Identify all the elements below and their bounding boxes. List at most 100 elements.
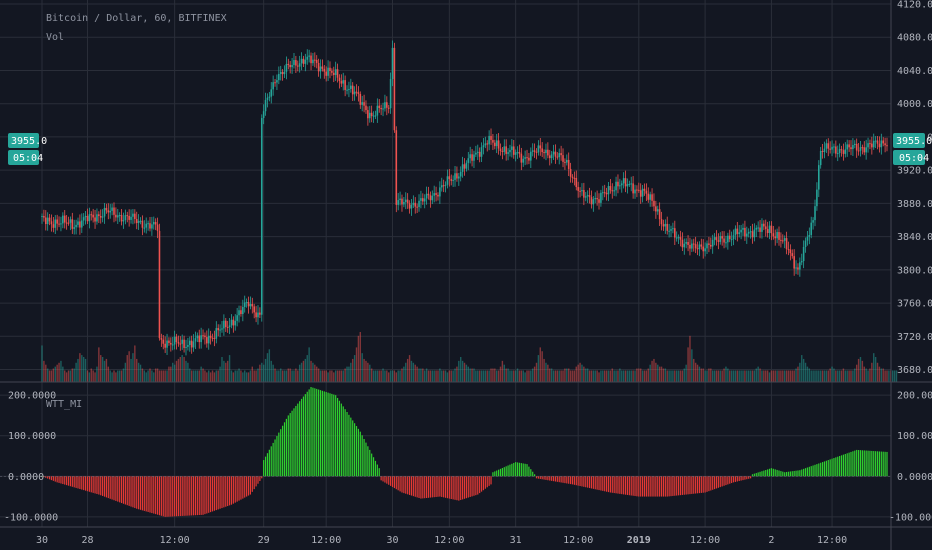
histogram-bar: [236, 476, 238, 502]
histogram-bar: [607, 476, 610, 493]
candle-body: [63, 215, 66, 223]
histogram-bar: [448, 476, 450, 499]
price-tick-label: 3920.0: [897, 166, 932, 177]
volume-bar: [208, 370, 210, 382]
histogram-bar: [683, 476, 685, 495]
histogram-bar: [433, 476, 435, 498]
wtt-mi-histogram[interactable]: [0, 387, 891, 517]
histogram-bar: [532, 471, 534, 477]
oscillator-axis[interactable]: 200.0000 200.0000 100.0000 100.0000 0.0000 0.…: [4, 391, 932, 524]
volume-bar: [363, 358, 365, 382]
volume-bar: [560, 370, 562, 382]
histogram-bar: [687, 476, 689, 495]
histogram-bar: [778, 470, 780, 477]
price-candles[interactable]: [41, 40, 888, 356]
candle-body: [414, 202, 417, 207]
candle-body: [742, 227, 744, 230]
candle-body: [295, 60, 297, 66]
candle-body: [56, 219, 58, 224]
volume-bar: [810, 370, 812, 382]
volume-bar: [336, 370, 339, 382]
candle-body: [90, 214, 93, 216]
candle-body: [886, 145, 888, 147]
histogram-bar: [496, 470, 498, 477]
candle-body: [662, 224, 665, 227]
candle-body: [607, 186, 610, 195]
candle-body: [539, 145, 542, 149]
candle-body: [105, 207, 108, 211]
volume-bar: [204, 370, 206, 382]
volume-bar: [338, 370, 341, 382]
histogram-bar: [767, 469, 769, 477]
candle-body: [88, 214, 91, 222]
histogram-bar: [386, 476, 388, 484]
histogram-bar: [480, 476, 483, 492]
histogram-bar: [473, 476, 475, 496]
volume-bar: [679, 370, 682, 382]
candle-body: [884, 143, 886, 146]
candle-body: [96, 214, 98, 222]
volume-bar: [780, 370, 782, 382]
histogram-bar: [882, 451, 884, 477]
volume-bar: [838, 370, 841, 382]
time-tick-label: 12:00: [563, 535, 593, 546]
volume-bar: [406, 358, 409, 382]
histogram-bar: [873, 451, 875, 477]
volume-bar: [242, 372, 244, 382]
volume-bar: [482, 370, 485, 382]
candle-body: [776, 232, 778, 239]
histogram-bar: [69, 476, 72, 487]
histogram-bar: [318, 389, 320, 477]
histogram-bar: [545, 476, 547, 480]
volume-bar: [641, 370, 644, 382]
volume-bar: [638, 368, 640, 382]
histogram-bar: [399, 476, 401, 492]
indicator-legend[interactable]: WTT_MI: [46, 399, 82, 410]
candle-body: [139, 220, 142, 222]
time-tick-label: 12:00: [690, 535, 720, 546]
histogram-bar: [342, 406, 344, 477]
histogram-bar: [785, 471, 788, 477]
candle-body: [780, 239, 782, 241]
volume-bar: [238, 368, 240, 382]
candle-body: [783, 238, 786, 241]
volume-bar: [740, 370, 742, 382]
chart-title[interactable]: Bitcoin / Dollar, 60, BITFINEX: [46, 13, 227, 24]
volume-bar: [829, 368, 831, 382]
candle-body: [639, 190, 642, 197]
candle-body: [204, 335, 206, 338]
histogram-bar: [816, 464, 818, 477]
histogram-bar: [75, 476, 77, 488]
volume-bar: [799, 362, 801, 382]
volume-legend[interactable]: Vol: [46, 32, 64, 43]
volume-bar: [223, 360, 225, 382]
volume-bar: [56, 364, 58, 382]
candle-body: [82, 217, 85, 221]
candle-body: [691, 243, 693, 249]
volume-bar: [893, 370, 896, 382]
volume-bar: [533, 366, 536, 382]
price-tick-label: 3800.0: [897, 265, 932, 276]
histogram-bar: [111, 476, 113, 500]
volume-bar: [215, 370, 218, 382]
candle-body: [120, 215, 123, 222]
volume-bar: [732, 370, 735, 382]
time-tick-label: 31: [510, 535, 522, 546]
histogram-bar: [630, 476, 632, 496]
candle-body: [696, 248, 699, 250]
time-axis[interactable]: 30 28 12:00 29 12:00 30 12:00 31 12:00 2019 12:00 2…: [36, 535, 847, 546]
candle-body: [791, 253, 794, 257]
histogram-bar: [818, 463, 820, 477]
candle-body: [308, 55, 310, 57]
candle-body: [721, 236, 723, 239]
volume-bar: [471, 368, 473, 382]
candle-body: [763, 223, 765, 227]
histogram-bar: [772, 468, 774, 477]
volume-bar: [94, 372, 96, 382]
candle-body: [770, 225, 773, 234]
histogram-bar: [664, 476, 666, 497]
histogram-bar: [674, 476, 676, 496]
candle-body: [812, 220, 814, 223]
histogram-bar: [208, 476, 210, 513]
